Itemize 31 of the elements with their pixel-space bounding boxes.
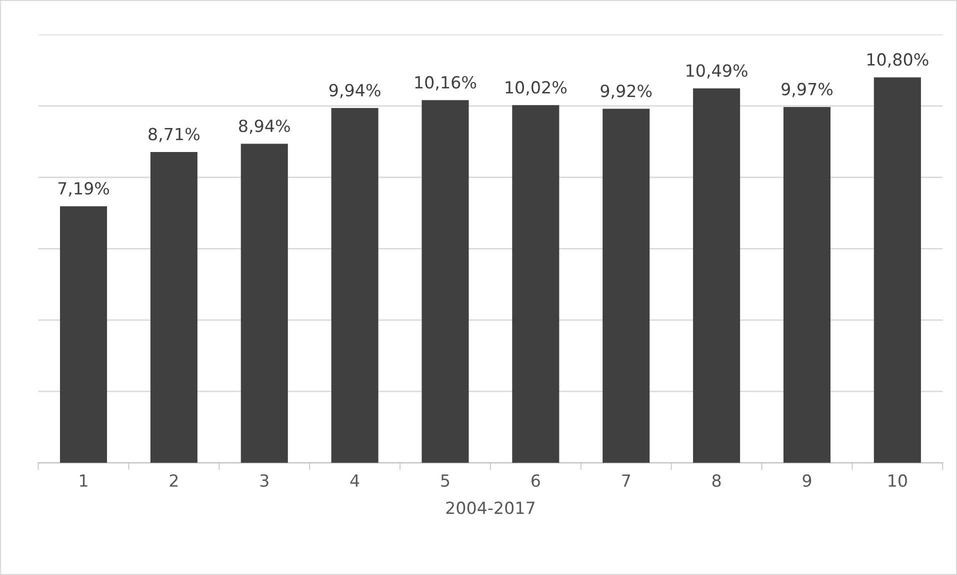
- bar: [512, 105, 560, 463]
- data-label: 10,16%: [415, 76, 476, 90]
- data-label: 9,92%: [600, 84, 652, 99]
- data-label: 8,71%: [148, 128, 200, 142]
- data-label: 8,94%: [239, 120, 290, 134]
- bar: [331, 108, 378, 463]
- x-tick-label: 3: [260, 474, 268, 487]
- x-tick-label: 4: [350, 474, 360, 487]
- x-tick-label: 1: [80, 474, 88, 487]
- bar: [240, 144, 288, 463]
- bar: [150, 152, 198, 463]
- data-label: 10,80%: [867, 53, 928, 68]
- data-label: 10,02%: [506, 81, 567, 96]
- bar: [874, 77, 921, 463]
- x-tick-label: 10: [888, 474, 907, 487]
- x-axis-title: 2004-2017: [446, 502, 534, 514]
- bar: [422, 100, 469, 463]
- bar: [602, 108, 650, 463]
- x-tick-label: 5: [441, 474, 450, 487]
- data-label: 10,49%: [686, 64, 748, 79]
- x-tick-label: 6: [532, 474, 540, 487]
- bar: [693, 88, 740, 463]
- x-tick-label: 7: [622, 474, 630, 487]
- x-tick-label: 8: [712, 474, 721, 487]
- data-label: 7,19%: [58, 182, 110, 196]
- data-label: 9,94%: [329, 84, 380, 98]
- bar: [783, 106, 831, 463]
- data-label: 9,97%: [782, 82, 833, 98]
- x-tick-label: 9: [802, 474, 812, 487]
- x-tick-label: 2: [170, 474, 178, 487]
- bar: [60, 206, 108, 463]
